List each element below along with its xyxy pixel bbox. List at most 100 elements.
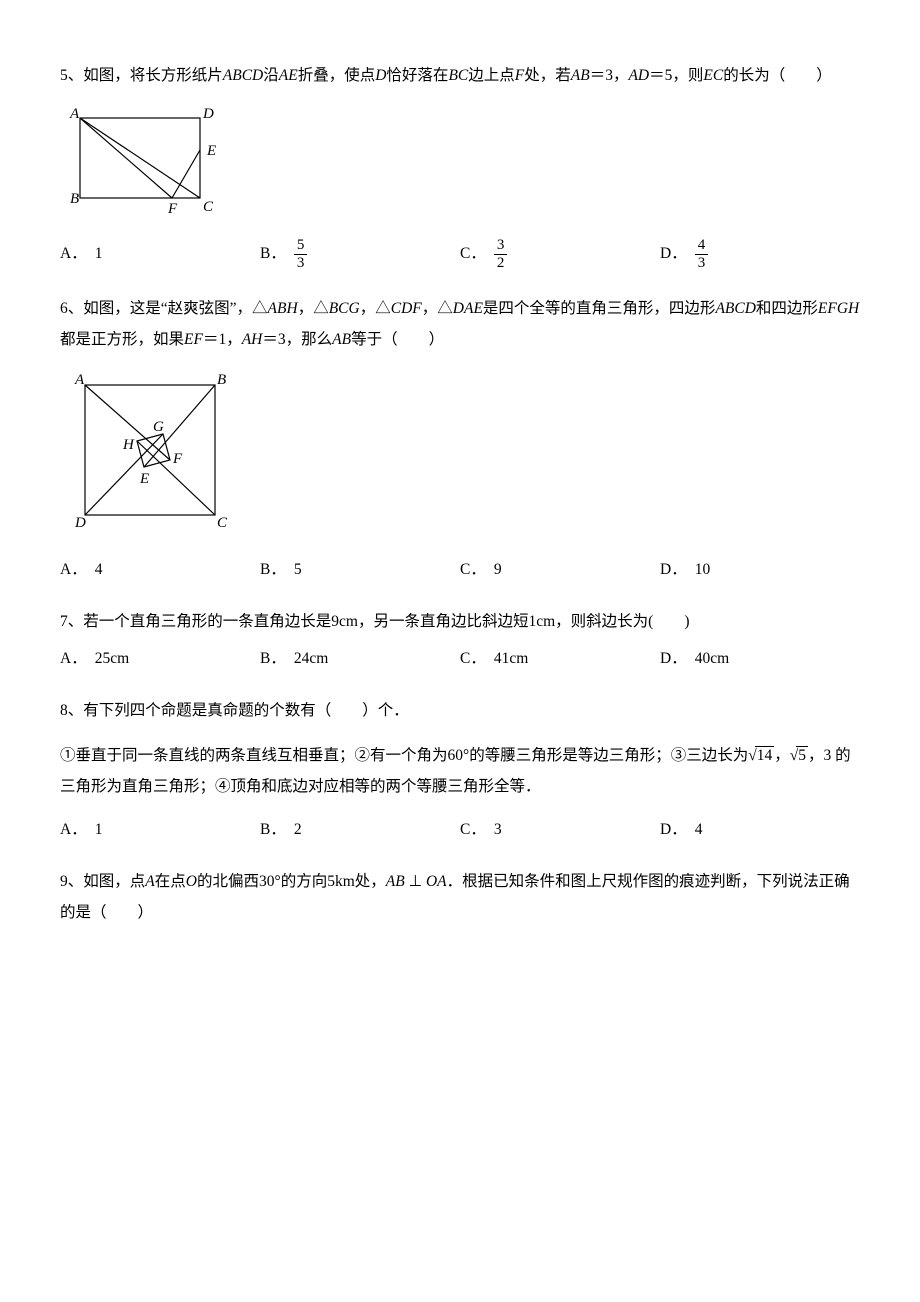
q5-a-label: A．	[60, 240, 87, 268]
q5-opt-b[interactable]: B． 53	[260, 237, 460, 271]
q6-tri3: △	[375, 300, 391, 317]
q5-ab: AB	[571, 67, 590, 84]
q8-b-label: B．	[260, 816, 286, 844]
q8-s1: ①垂直于同一条直线的两条直线互相垂直；②有一个角为	[60, 747, 448, 764]
q9-t4: 的方向	[281, 873, 328, 890]
q8-opt-a[interactable]: A． 1	[60, 816, 260, 844]
q9-num: 9、	[60, 873, 83, 890]
q6-t2: 是四个全等的直角三角形，四边形	[483, 300, 716, 317]
q5-text: 5、如图，将长方形纸片ABCD沿AE折叠，使点D恰好落在BC边上点F处，若AB＝…	[60, 60, 860, 91]
q5-ae: AE	[279, 67, 298, 84]
q9-t2: 在点	[155, 873, 186, 890]
q8-opt-c[interactable]: C．3	[460, 816, 660, 844]
q6-c-val: 9	[494, 556, 502, 584]
q8-a-val: 1	[95, 816, 103, 844]
q6-tri1: △	[252, 300, 268, 317]
q7-t3: ，则斜边长为( )	[555, 613, 689, 630]
q5-opt-c[interactable]: C． 32	[460, 237, 660, 271]
q7-b-label: B．	[260, 645, 286, 673]
svg-text:E: E	[139, 471, 149, 487]
q8-comma1: ，	[774, 747, 790, 764]
q7-opt-c[interactable]: C．41cm	[460, 645, 660, 673]
svg-text:B: B	[217, 372, 226, 388]
q5-eq2: ＝5，则	[649, 67, 703, 84]
q6-opt-c[interactable]: C． 9	[460, 556, 660, 584]
q7-opt-b[interactable]: B．24cm	[260, 645, 460, 673]
svg-text:C: C	[217, 515, 228, 531]
q6-tri2: △	[313, 300, 329, 317]
q5-b-label: B．	[260, 240, 286, 268]
q6-opt-b[interactable]: B． 5	[260, 556, 460, 584]
question-7: 7、若一个直角三角形的一条直角边长是9cm，另一条直角边比斜边短1cm，则斜边长…	[60, 606, 860, 673]
q7-t1: 若一个直角三角形的一条直角边长是	[83, 613, 331, 630]
q6-c2: ，	[360, 300, 376, 317]
q7-opt-a[interactable]: A．25cm	[60, 645, 260, 673]
q9-t1: 如图，点	[83, 873, 145, 890]
q8-sqrt14: √14	[748, 747, 774, 764]
q5-options: A． 1 B． 53 C． 32 D．43	[60, 237, 860, 271]
q7-v2: 1cm	[528, 613, 555, 630]
svg-text:A: A	[69, 106, 80, 122]
question-5: 5、如图，将长方形纸片ABCD沿AE折叠，使点D恰好落在BC边上点F处，若AB＝…	[60, 60, 860, 271]
q8-b-val: 2	[294, 816, 302, 844]
q6-bcg: BCG	[329, 300, 360, 317]
q8-c-label: C．	[460, 816, 486, 844]
q7-d-label: D．	[660, 645, 687, 673]
q8-a-label: A．	[60, 816, 87, 844]
q6-d-label: D．	[660, 556, 687, 584]
q6-cdf: CDF	[391, 300, 422, 317]
q5-opt-a[interactable]: A． 1	[60, 237, 260, 271]
q5-b-frac: 53	[294, 237, 308, 271]
svg-text:D: D	[74, 515, 86, 531]
svg-text:A: A	[74, 372, 85, 388]
q6-t3: 都是正方形，如果	[60, 331, 184, 348]
q6-opt-d[interactable]: D．10	[660, 556, 860, 584]
q5-t4: 恰好落在	[386, 67, 448, 84]
q6-a-label: A．	[60, 556, 87, 584]
q8-comma2: ，	[808, 747, 824, 764]
q6-abcd: ABCD	[715, 300, 755, 317]
q6-c3: ，	[422, 300, 438, 317]
q6-efgh: EFGH	[818, 300, 859, 317]
q5-t3: 折叠，使点	[298, 67, 376, 84]
q6-b-val: 5	[294, 556, 302, 584]
q5-t7: 的长为（ ）	[723, 67, 832, 84]
question-9: 9、如图，点A在点O的北偏西30°的方向5km处，AB ⊥ OA．根据已知条件和…	[60, 866, 860, 928]
q5-num: 5、	[60, 67, 83, 84]
svg-text:D: D	[202, 106, 214, 122]
q6-b-label: B．	[260, 556, 286, 584]
q5-c-label: C．	[460, 240, 486, 268]
q5-svg: A D E C F B	[60, 103, 220, 223]
q9-perp-sym: ⊥	[409, 873, 423, 890]
q7-c-label: C．	[460, 645, 486, 673]
question-8: 8、有下列四个命题是真命题的个数有（ ）个． ①垂直于同一条直线的两条直线互相垂…	[60, 695, 860, 844]
q5-d-label: D．	[660, 240, 687, 268]
q5-c-frac: 32	[494, 237, 508, 271]
svg-text:E: E	[206, 143, 216, 159]
q5-t5: 边上点	[468, 67, 515, 84]
q6-opt-a[interactable]: A．4	[60, 556, 260, 584]
q9-perp-l: AB	[386, 873, 405, 890]
q6-figure: A B C D G F E H	[60, 367, 860, 542]
svg-text:F: F	[172, 451, 183, 467]
q7-opt-d[interactable]: D．40cm	[660, 645, 860, 673]
q9-text: 9、如图，点A在点O的北偏西30°的方向5km处，AB ⊥ OA．根据已知条件和…	[60, 866, 860, 928]
q6-t4: 等于（ ）	[351, 331, 444, 348]
q8-opt-d[interactable]: D．4	[660, 816, 860, 844]
q5-f: F	[515, 67, 524, 84]
q9-dist: 5km	[327, 873, 355, 890]
q5-opt-d[interactable]: D．43	[660, 237, 860, 271]
svg-text:C: C	[203, 199, 214, 215]
q8-opt-b[interactable]: B． 2	[260, 816, 460, 844]
q6-c-label: C．	[460, 556, 486, 584]
q7-a-val: 25	[95, 645, 111, 673]
q7-a-label: A．	[60, 645, 87, 673]
svg-text:H: H	[122, 437, 135, 453]
q6-abh: ABH	[268, 300, 298, 317]
q9-t5: 处，	[355, 873, 386, 890]
q5-a-val: 1	[95, 240, 103, 268]
q9-a: A	[145, 873, 154, 890]
q9-o: O	[186, 873, 197, 890]
q7-t2: ，另一条直角边比斜边短	[358, 613, 529, 630]
svg-text:G: G	[153, 419, 164, 435]
